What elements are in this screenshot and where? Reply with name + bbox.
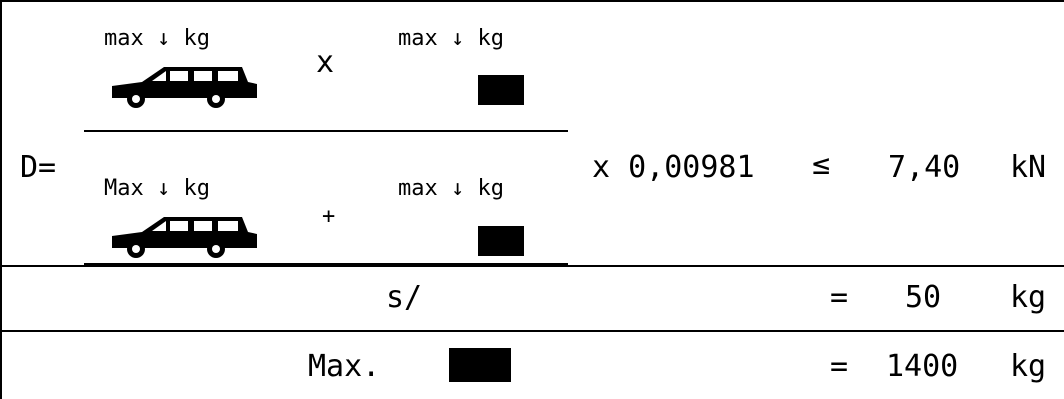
row-2-equals: = [830,349,849,384]
fraction-bar [84,130,568,132]
row-1-value: 50 [905,280,942,315]
row-1-equals: = [830,280,849,315]
multiplier: x 0,00981 [592,150,755,185]
limit-unit: kN [1010,150,1047,185]
numerator-operator: x [316,45,335,80]
station-wagon-car-icon [112,67,257,108]
formula-lhs: D= [20,150,57,185]
denominator-underline [84,263,568,265]
denominator-right-label: max ↓ kg [398,176,504,201]
row-2-value: 1400 [886,349,959,384]
comparison-symbol: ≤ [812,147,831,182]
trailer-block-icon [478,226,524,256]
numerator-left-label: max ↓ kg [104,26,210,51]
row-1-unit: kg [1010,280,1047,315]
row-2-label: Max. [308,349,381,384]
row-divider-2 [0,330,1064,332]
limit-value: 7,40 [888,150,961,185]
left-border [0,0,2,399]
denominator-left-label: Max ↓ kg [104,176,210,201]
row-divider-1 [0,265,1064,267]
row-1-label: s/ [386,280,423,315]
numerator-right-label: max ↓ kg [398,26,504,51]
trailer-block-icon [478,75,524,105]
denominator-operator: + [322,204,336,229]
station-wagon-car-icon [112,217,257,258]
top-border [0,0,1064,2]
row-2-unit: kg [1010,349,1047,384]
trailer-block-icon [449,348,511,382]
